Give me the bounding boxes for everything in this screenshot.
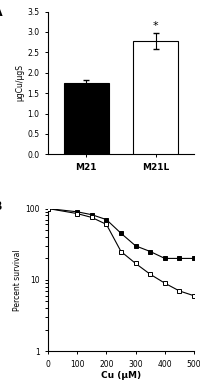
Y-axis label: Percent survival: Percent survival [13, 249, 22, 311]
Text: *: * [153, 21, 159, 31]
Bar [64, 83, 109, 154]
Y-axis label: µgCu/µgS: µgCu/µgS [16, 64, 25, 102]
X-axis label: Cu (µM): Cu (µM) [101, 371, 141, 380]
Bar [133, 41, 178, 154]
Text: A: A [0, 6, 2, 19]
Text: B: B [0, 200, 2, 213]
